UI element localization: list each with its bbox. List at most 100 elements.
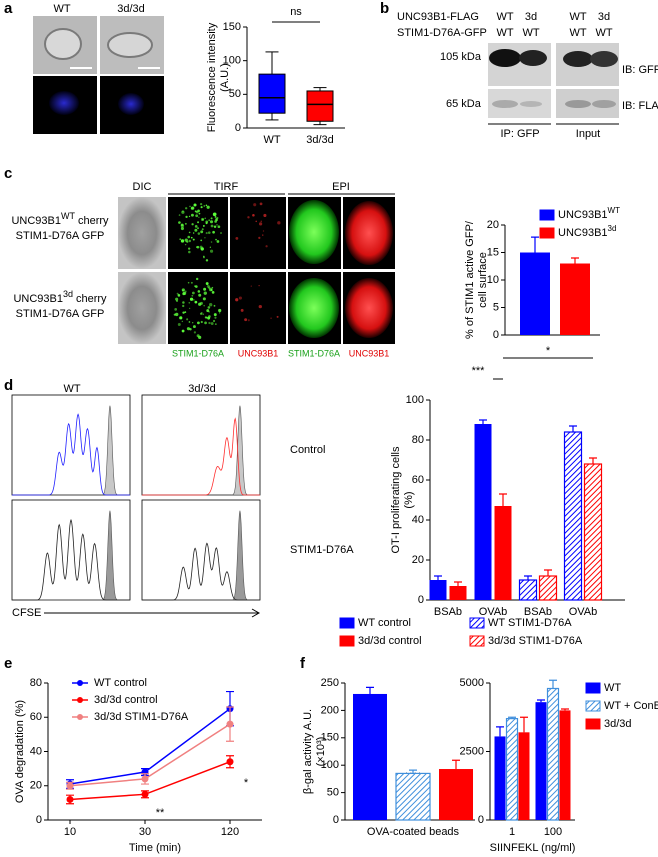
y-tick-label: 60 <box>412 474 424 486</box>
speckle <box>207 306 211 309</box>
histogram-curve <box>12 518 130 601</box>
legend-label-superscript: WT <box>608 206 621 215</box>
speckle <box>208 315 211 318</box>
column-label: WT <box>496 11 513 23</box>
y-tick-label: 50 <box>327 787 339 799</box>
legend-swatch <box>585 700 601 712</box>
bar <box>520 252 550 335</box>
x-axis-label: Time (min) <box>129 842 181 854</box>
speckle <box>216 240 220 243</box>
speckle <box>181 329 185 333</box>
error-bar <box>549 679 557 689</box>
y-tick-label: 80 <box>30 677 42 689</box>
legend-label: WT + ConB <box>604 700 658 712</box>
speckle <box>185 207 188 210</box>
speckle <box>240 308 244 312</box>
y-tick-label: 10 <box>487 274 499 286</box>
speckle <box>213 304 216 307</box>
error-bar <box>544 569 552 576</box>
legend-label: WT control <box>358 617 411 629</box>
y-axis-label: (A.U.) <box>219 63 231 92</box>
speckle <box>277 221 281 225</box>
y-tick-label: 50 <box>229 88 241 100</box>
bar <box>395 772 431 821</box>
y-tick-label: 40 <box>30 745 42 757</box>
speckle <box>253 203 257 207</box>
bar <box>439 769 473 820</box>
speckle <box>258 304 262 309</box>
speckle <box>210 241 213 243</box>
speckle <box>190 207 194 210</box>
bar <box>449 586 467 600</box>
legend-label-superscript: 3d <box>608 224 617 233</box>
speckle <box>208 311 210 313</box>
micrograph <box>118 197 395 344</box>
speckle <box>197 321 200 325</box>
error-bar <box>496 726 504 737</box>
speckle <box>200 239 203 242</box>
speckle <box>187 235 191 239</box>
speckle <box>258 284 260 287</box>
marker-label: 65 kDa <box>446 98 482 110</box>
bar <box>546 687 560 821</box>
y-tick-label: 0 <box>235 122 241 134</box>
legend-label: WT STIM1-D76A <box>488 617 572 629</box>
speckle <box>200 206 203 209</box>
point <box>66 782 74 790</box>
y-axis-label: (%) <box>403 491 415 508</box>
speckle <box>208 219 211 222</box>
speckle <box>270 317 272 319</box>
blot-label: IB: GFP <box>622 64 658 76</box>
speckle <box>220 232 222 234</box>
axis-label: CFSE <box>12 607 41 619</box>
speckle <box>193 299 195 301</box>
column-label: WT <box>595 27 612 39</box>
y-tick-label: 20 <box>30 780 42 792</box>
speckle <box>192 325 196 329</box>
speckle <box>208 287 213 292</box>
speckle <box>235 298 239 302</box>
error-bar <box>454 581 462 586</box>
x-tick-label: OVA-coated beads <box>367 826 460 838</box>
speckle <box>199 202 203 206</box>
speckle <box>204 237 206 239</box>
row-label-part: UNC93B1 <box>11 215 61 227</box>
error-bar <box>520 716 528 733</box>
x-tick-label: 10 <box>64 826 76 838</box>
annotation: *** <box>472 365 486 377</box>
speckle <box>191 291 195 295</box>
row-label-part: cherry <box>76 293 107 305</box>
speckle <box>205 220 209 224</box>
speckle <box>185 215 188 219</box>
bar <box>518 579 538 601</box>
bar <box>583 463 603 601</box>
speckle <box>208 321 211 325</box>
speckle <box>188 247 191 250</box>
speckle <box>190 281 193 284</box>
speckle <box>190 236 193 239</box>
legend-label: 3d/3d STIM1-D76A <box>94 711 189 723</box>
speckle <box>212 212 217 217</box>
bar <box>353 693 387 820</box>
y-axis-label: OT-I proliferating cells <box>390 446 402 553</box>
annotation: ** <box>156 807 165 819</box>
column-header: EPI <box>332 181 350 193</box>
speckle <box>238 296 242 300</box>
y-axis-label: cell surface <box>477 252 489 308</box>
y-tick-label: 150 <box>223 21 241 33</box>
column-label: 3d <box>525 11 537 23</box>
speckle <box>211 286 214 289</box>
error-bar <box>434 575 442 580</box>
speckle <box>215 218 218 221</box>
y-tick-label: 150 <box>321 732 339 744</box>
bar <box>538 575 558 601</box>
speckle <box>185 241 188 243</box>
panel-label: a <box>4 0 13 17</box>
speckle <box>258 236 261 240</box>
speckle <box>198 212 201 215</box>
speckle <box>180 239 185 243</box>
panel-label: f <box>300 655 306 672</box>
speckle <box>207 231 211 234</box>
speckle <box>213 225 217 229</box>
speckle <box>200 217 205 222</box>
